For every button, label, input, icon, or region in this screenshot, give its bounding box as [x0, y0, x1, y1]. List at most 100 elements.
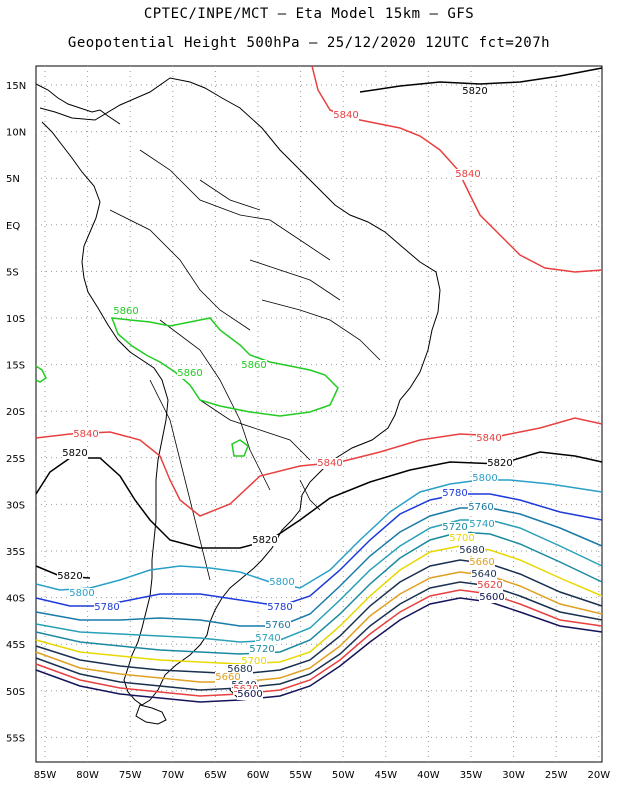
lat-tick-label: 10S — [6, 314, 25, 325]
lon-tick-label: 80W — [76, 770, 99, 781]
lat-tick-label: 25S — [6, 454, 25, 465]
contour-label-bg — [476, 433, 502, 444]
contour-label-bg — [69, 588, 95, 599]
contour-label: 5800 — [69, 588, 94, 599]
contour-label-bg — [267, 602, 293, 613]
contour-5860-small — [35, 365, 249, 457]
contour-labels: 5820 5840 5840 5860 5860 5860 5840 5840 5840 5820… — [57, 86, 513, 700]
contour-label: 5740 — [255, 633, 280, 644]
contour-label: 5600 — [479, 592, 504, 603]
contour-label-bg — [57, 571, 83, 582]
lon-tick-label: 65W — [204, 770, 227, 781]
contour-label-bg — [252, 535, 278, 546]
contour-label-bg — [449, 533, 475, 544]
contour-label-bg — [73, 429, 99, 440]
contour-label: 5840 — [333, 110, 358, 121]
tierra-del-fuego — [135, 704, 167, 725]
contour-5820-north — [359, 67, 603, 93]
contour-label-bg — [269, 577, 295, 588]
lat-tick-label: 35S — [6, 547, 25, 558]
lat-tick-label: 40S — [6, 594, 25, 605]
lon-tick-label: 45W — [374, 770, 397, 781]
contour-label: 5720 — [442, 522, 467, 533]
contour-5660 — [35, 571, 603, 683]
contour-label: 5820 — [462, 86, 487, 97]
contour-label: 5860 — [113, 306, 138, 317]
contour-5760 — [35, 507, 603, 627]
contour-label: 5760 — [265, 620, 290, 631]
lat-tick-label: 15N — [6, 81, 26, 92]
lon-tick-label: 30W — [502, 770, 525, 781]
axis-ticks: 15N 10N 5N EQ 5S 10S 15S 20S 25S 30S 35S 40S 45S 50S 5… — [6, 81, 610, 781]
central-america-coast — [35, 83, 121, 125]
contour-label-bg — [471, 569, 497, 580]
country-borders — [109, 149, 381, 581]
contour-label: 5820 — [57, 571, 82, 582]
contour-label-bg — [237, 689, 263, 700]
contour-label-bg — [479, 592, 505, 603]
lon-tick-label: 75W — [119, 770, 142, 781]
lon-tick-label: 25W — [545, 770, 568, 781]
contour-label-bg — [94, 602, 120, 613]
lon-tick-label: 55W — [289, 770, 312, 781]
contour-label: 5720 — [249, 644, 274, 655]
contour-label-bg — [462, 86, 488, 97]
contour-label: 5820 — [62, 448, 87, 459]
contour-label: 5840 — [455, 169, 480, 180]
contour-label: 5820 — [252, 535, 277, 546]
contour-label-bg — [455, 169, 481, 180]
contour-label: 5660 — [469, 557, 494, 568]
contour-label-bg — [469, 557, 495, 568]
contour-label: 5860 — [241, 360, 266, 371]
contour-label: 5780 — [442, 488, 467, 499]
lon-tick-label: 60W — [247, 770, 270, 781]
contour-label: 5660 — [215, 672, 240, 683]
contour-5780 — [35, 493, 603, 607]
contour-label-bg — [317, 458, 343, 469]
contour-label-bg — [215, 672, 241, 683]
contour-label-bg — [241, 656, 267, 667]
lat-tick-label: 50S — [6, 687, 25, 698]
lon-tick-label: 85W — [34, 770, 57, 781]
contour-label: 5800 — [472, 473, 497, 484]
contour-label: 5640 — [471, 569, 496, 580]
contour-5860-tropics — [110, 317, 339, 417]
contour-label-bg — [241, 360, 267, 371]
lon-tick-label: 70W — [161, 770, 184, 781]
lat-tick-label: 5N — [6, 174, 20, 185]
contour-label-bg — [459, 545, 485, 556]
contour-label-bg — [487, 458, 513, 469]
contour-5740 — [35, 519, 603, 643]
lat-tick-label: 5S — [6, 267, 19, 278]
lat-tick-label: 55S — [6, 733, 25, 744]
contour-label-bg — [468, 502, 494, 513]
map-frame — [35, 65, 603, 763]
contour-label: 5840 — [317, 458, 342, 469]
lon-tick-label: 40W — [417, 770, 440, 781]
contour-5700 — [35, 545, 603, 665]
contour-label-bg — [469, 519, 495, 530]
lon-tick-label: 20W — [587, 770, 610, 781]
contour-label: 5680 — [459, 545, 484, 556]
contour-label: 5620 — [477, 580, 502, 591]
contour-label: 5840 — [73, 429, 98, 440]
lat-tick-label: 45S — [6, 640, 25, 651]
contour-label: 5700 — [241, 656, 266, 667]
lon-tick-label: 35W — [460, 770, 483, 781]
contour-label: 5780 — [94, 602, 119, 613]
lat-lon-grid — [36, 66, 602, 762]
contour-label-bg — [472, 473, 498, 484]
contour-label: 5840 — [476, 433, 501, 444]
contour-label-bg — [255, 633, 281, 644]
map-title: CPTEC/INPE/MCT – Eta Model 15km – GFS — [143, 6, 475, 22]
contour-label-bg — [477, 580, 503, 591]
contour-label: 5740 — [469, 519, 494, 530]
contour-label-bg — [442, 522, 468, 533]
contour-label-bg — [113, 306, 139, 317]
lat-tick-label: 10N — [6, 128, 26, 139]
lon-tick-label: 50W — [332, 770, 355, 781]
contour-label: 5780 — [267, 602, 292, 613]
contour-label-bg — [177, 368, 203, 379]
contour-5600 — [35, 597, 603, 703]
